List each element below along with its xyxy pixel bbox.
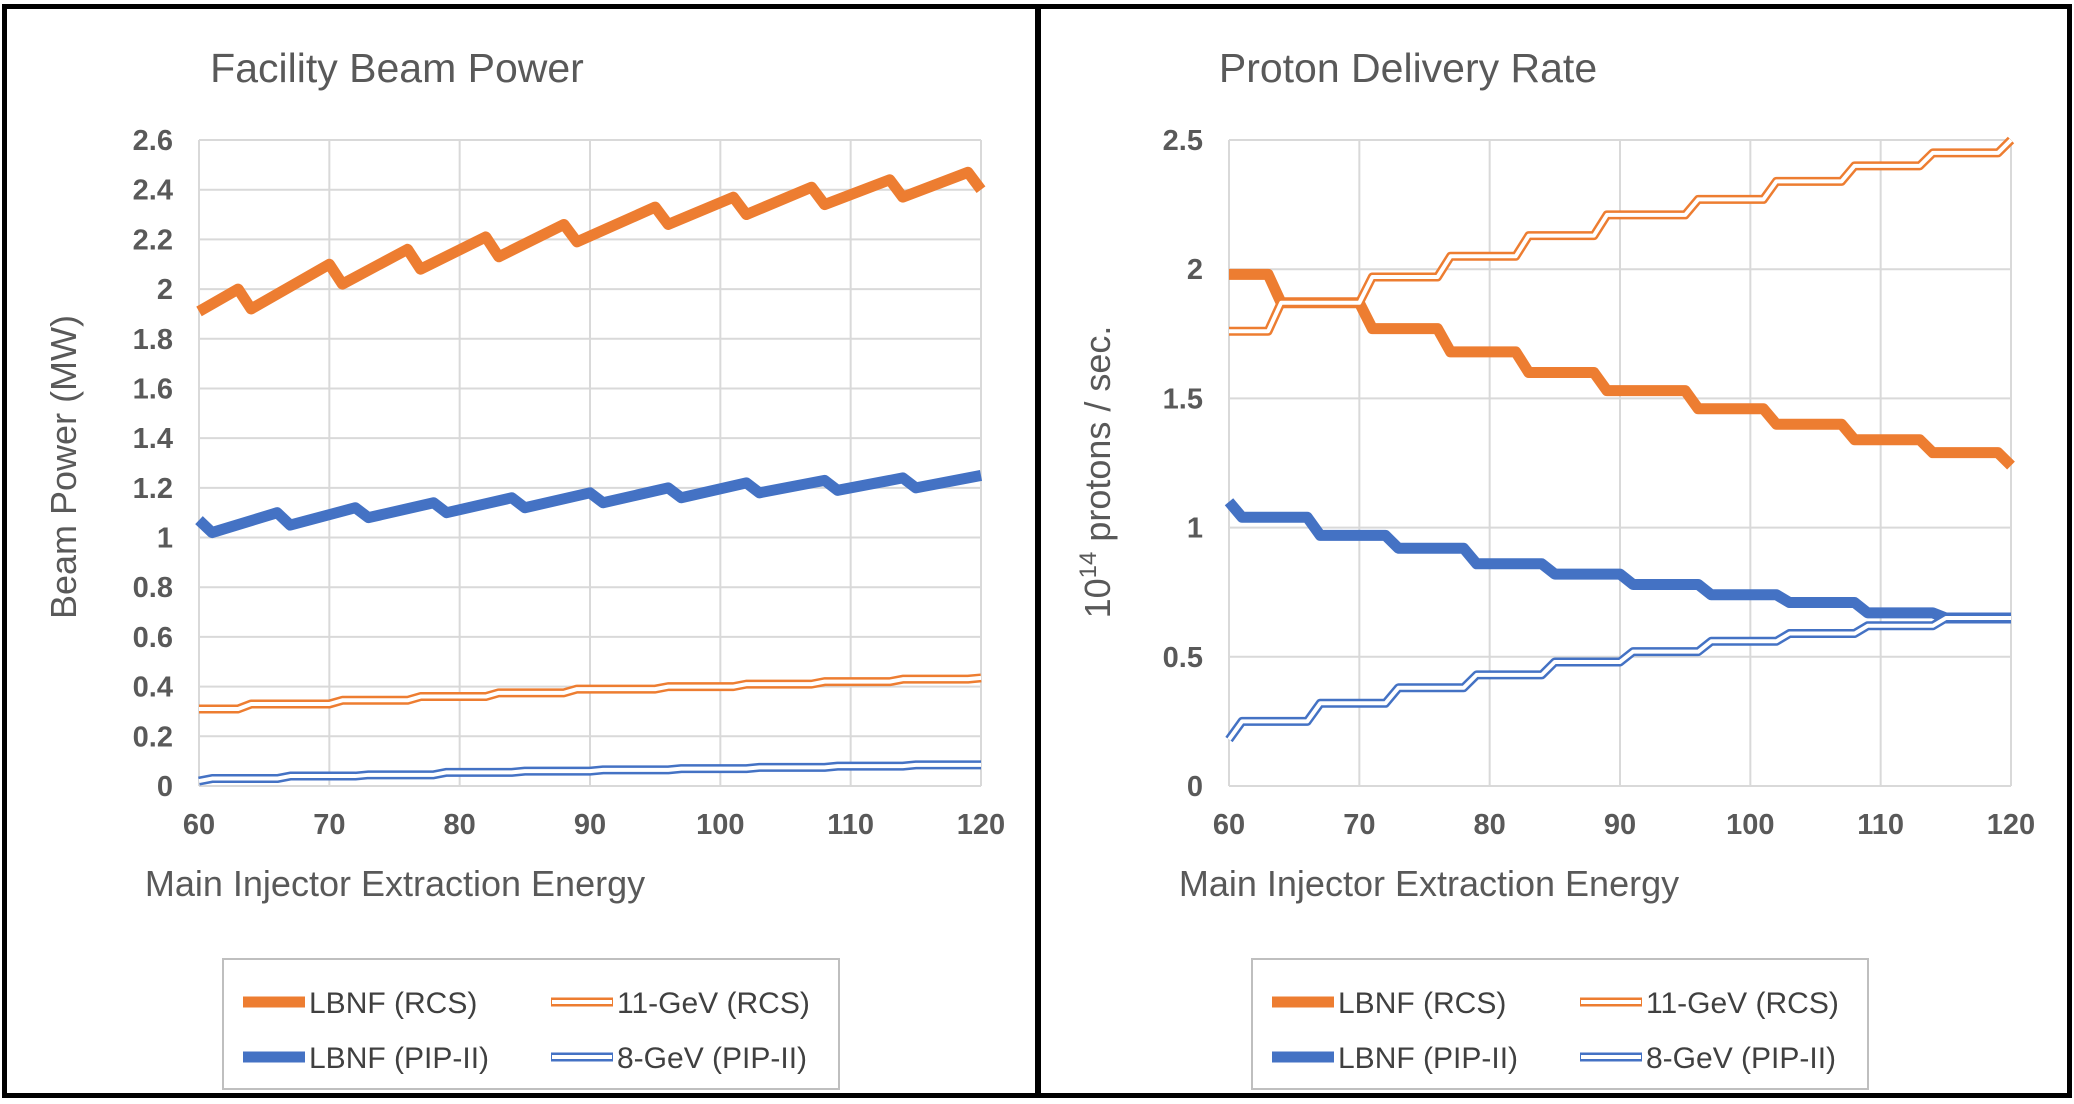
legend-label: 11-GeV (RCS) xyxy=(1646,987,1839,1020)
y-tick-label: 1.4 xyxy=(133,423,173,455)
legend-label: 8-GeV (PIP-II) xyxy=(617,1042,807,1075)
y-axis-title-exponent: 14 xyxy=(1075,552,1102,579)
x-tick-label: 80 xyxy=(1474,809,1506,841)
y-tick-label: 0.2 xyxy=(133,721,173,753)
chart-title: Facility Beam Power xyxy=(210,45,584,91)
y-tick-label: 0.5 xyxy=(1163,642,1203,674)
x-tick-label: 60 xyxy=(1213,809,1245,841)
x-tick-label: 100 xyxy=(696,809,744,841)
y-tick-label: 1 xyxy=(157,523,173,555)
legend-entry: LBNF (RCS) xyxy=(1272,987,1506,1020)
legend-entry: 8-GeV (PIP-II) xyxy=(1580,1042,1836,1075)
y-axis-title-unit: protons / sec. xyxy=(1077,326,1118,552)
y-tick-label: 1.5 xyxy=(1163,383,1203,415)
y-tick-label: 1 xyxy=(1187,513,1203,545)
chart-title: Proton Delivery Rate xyxy=(1219,45,1597,91)
beam-power-chart: Facility Beam Power 0 0.2 0.4 0.6 0.8 1 1.2 1.4… xyxy=(43,45,1005,1090)
series-line-inner xyxy=(1227,616,2011,741)
legend-box xyxy=(1251,958,1869,1090)
x-tick-label: 70 xyxy=(313,809,345,841)
y-tick-label: 1.6 xyxy=(133,373,173,405)
x-axis-title: Main Injector Extraction Energy xyxy=(145,863,645,904)
proton-rate-chart: Proton Delivery Rate 0 0.5 1 1.5 2 2.5 60 70 80… xyxy=(1075,45,2035,1090)
proton-rate-panel: Proton Delivery Rate 0 0.5 1 1.5 2 2.5 60 70 80… xyxy=(1036,4,2072,1098)
y-tick-label: 0.8 xyxy=(133,572,173,604)
y-tick-label: 2.2 xyxy=(133,224,173,256)
x-tick-label: 70 xyxy=(1343,809,1375,841)
legend-entry: LBNF (PIP-II) xyxy=(243,1042,489,1075)
x-tick-label: 120 xyxy=(957,809,1005,841)
y-tick-label: 0 xyxy=(1187,771,1203,803)
series-line-lbnf-rcs xyxy=(1229,268,2015,470)
y-tick-label: 2 xyxy=(157,274,173,306)
series-line-8-gev-pip-ii xyxy=(198,760,981,786)
y-tick-label: 1.2 xyxy=(133,473,173,505)
x-tick-label: 120 xyxy=(1987,809,2035,841)
beam-power-panel: Facility Beam Power 0 0.2 0.4 0.6 0.8 1 1.2 1.4… xyxy=(2,4,1040,1098)
legend-entry: 11-GeV (RCS) xyxy=(1580,987,1839,1020)
y-tick-label: 2.5 xyxy=(1163,125,1203,157)
series-line-lbnf-rcs xyxy=(196,166,986,317)
series-line-11-gev-rcs xyxy=(1229,136,2015,336)
y-axis-title: Beam Power (MW) xyxy=(43,315,84,619)
x-tick-label: 90 xyxy=(574,809,606,841)
series-line-11-gev-rcs xyxy=(199,673,982,714)
legend-label: LBNF (PIP-II) xyxy=(1338,1042,1518,1075)
x-axis-title: Main Injector Extraction Energy xyxy=(1179,863,1679,904)
series-line-inner xyxy=(199,675,982,711)
y-axis-title: 1014 protons / sec. xyxy=(1075,326,1118,619)
legend-label: LBNF (RCS) xyxy=(309,987,477,1020)
legend-label: LBNF (PIP-II) xyxy=(309,1042,489,1075)
legend-entry: LBNF (RCS) xyxy=(243,987,477,1020)
x-tick-label: 90 xyxy=(1604,809,1636,841)
series-line-inner xyxy=(198,762,981,783)
legend-label: LBNF (RCS) xyxy=(1338,987,1506,1020)
legend-label: 8-GeV (PIP-II) xyxy=(1646,1042,1836,1075)
legend-entry: LBNF (PIP-II) xyxy=(1272,1042,1518,1075)
y-tick-label: 1.8 xyxy=(133,324,173,356)
x-tick-label: 80 xyxy=(444,809,476,841)
x-tick-label: 110 xyxy=(1857,809,1904,841)
y-axis-title-base: 10 xyxy=(1077,578,1118,618)
legend-entry: 11-GeV (RCS) xyxy=(551,987,810,1020)
y-tick-label: 0.6 xyxy=(133,622,173,654)
legend-box xyxy=(222,958,840,1090)
legend-label: 11-GeV (RCS) xyxy=(617,987,810,1020)
x-tick-label: 60 xyxy=(183,809,215,841)
y-tick-label: 2.6 xyxy=(133,125,173,157)
series-line-lbnf-pip-ii xyxy=(1224,498,2011,624)
y-tick-label: 2.4 xyxy=(133,175,173,207)
x-tick-label: 100 xyxy=(1726,809,1774,841)
x-tick-label: 110 xyxy=(827,809,874,841)
series-line-lbnf-pip-ii xyxy=(195,470,983,539)
y-tick-label: 0.4 xyxy=(133,672,173,704)
series-line-8-gev-pip-ii xyxy=(1225,613,2011,743)
y-tick-label: 2 xyxy=(1187,254,1203,286)
legend-entry: 8-GeV (PIP-II) xyxy=(551,1042,807,1075)
y-tick-label: 0 xyxy=(157,771,173,803)
series-line-inner xyxy=(1229,138,2013,334)
